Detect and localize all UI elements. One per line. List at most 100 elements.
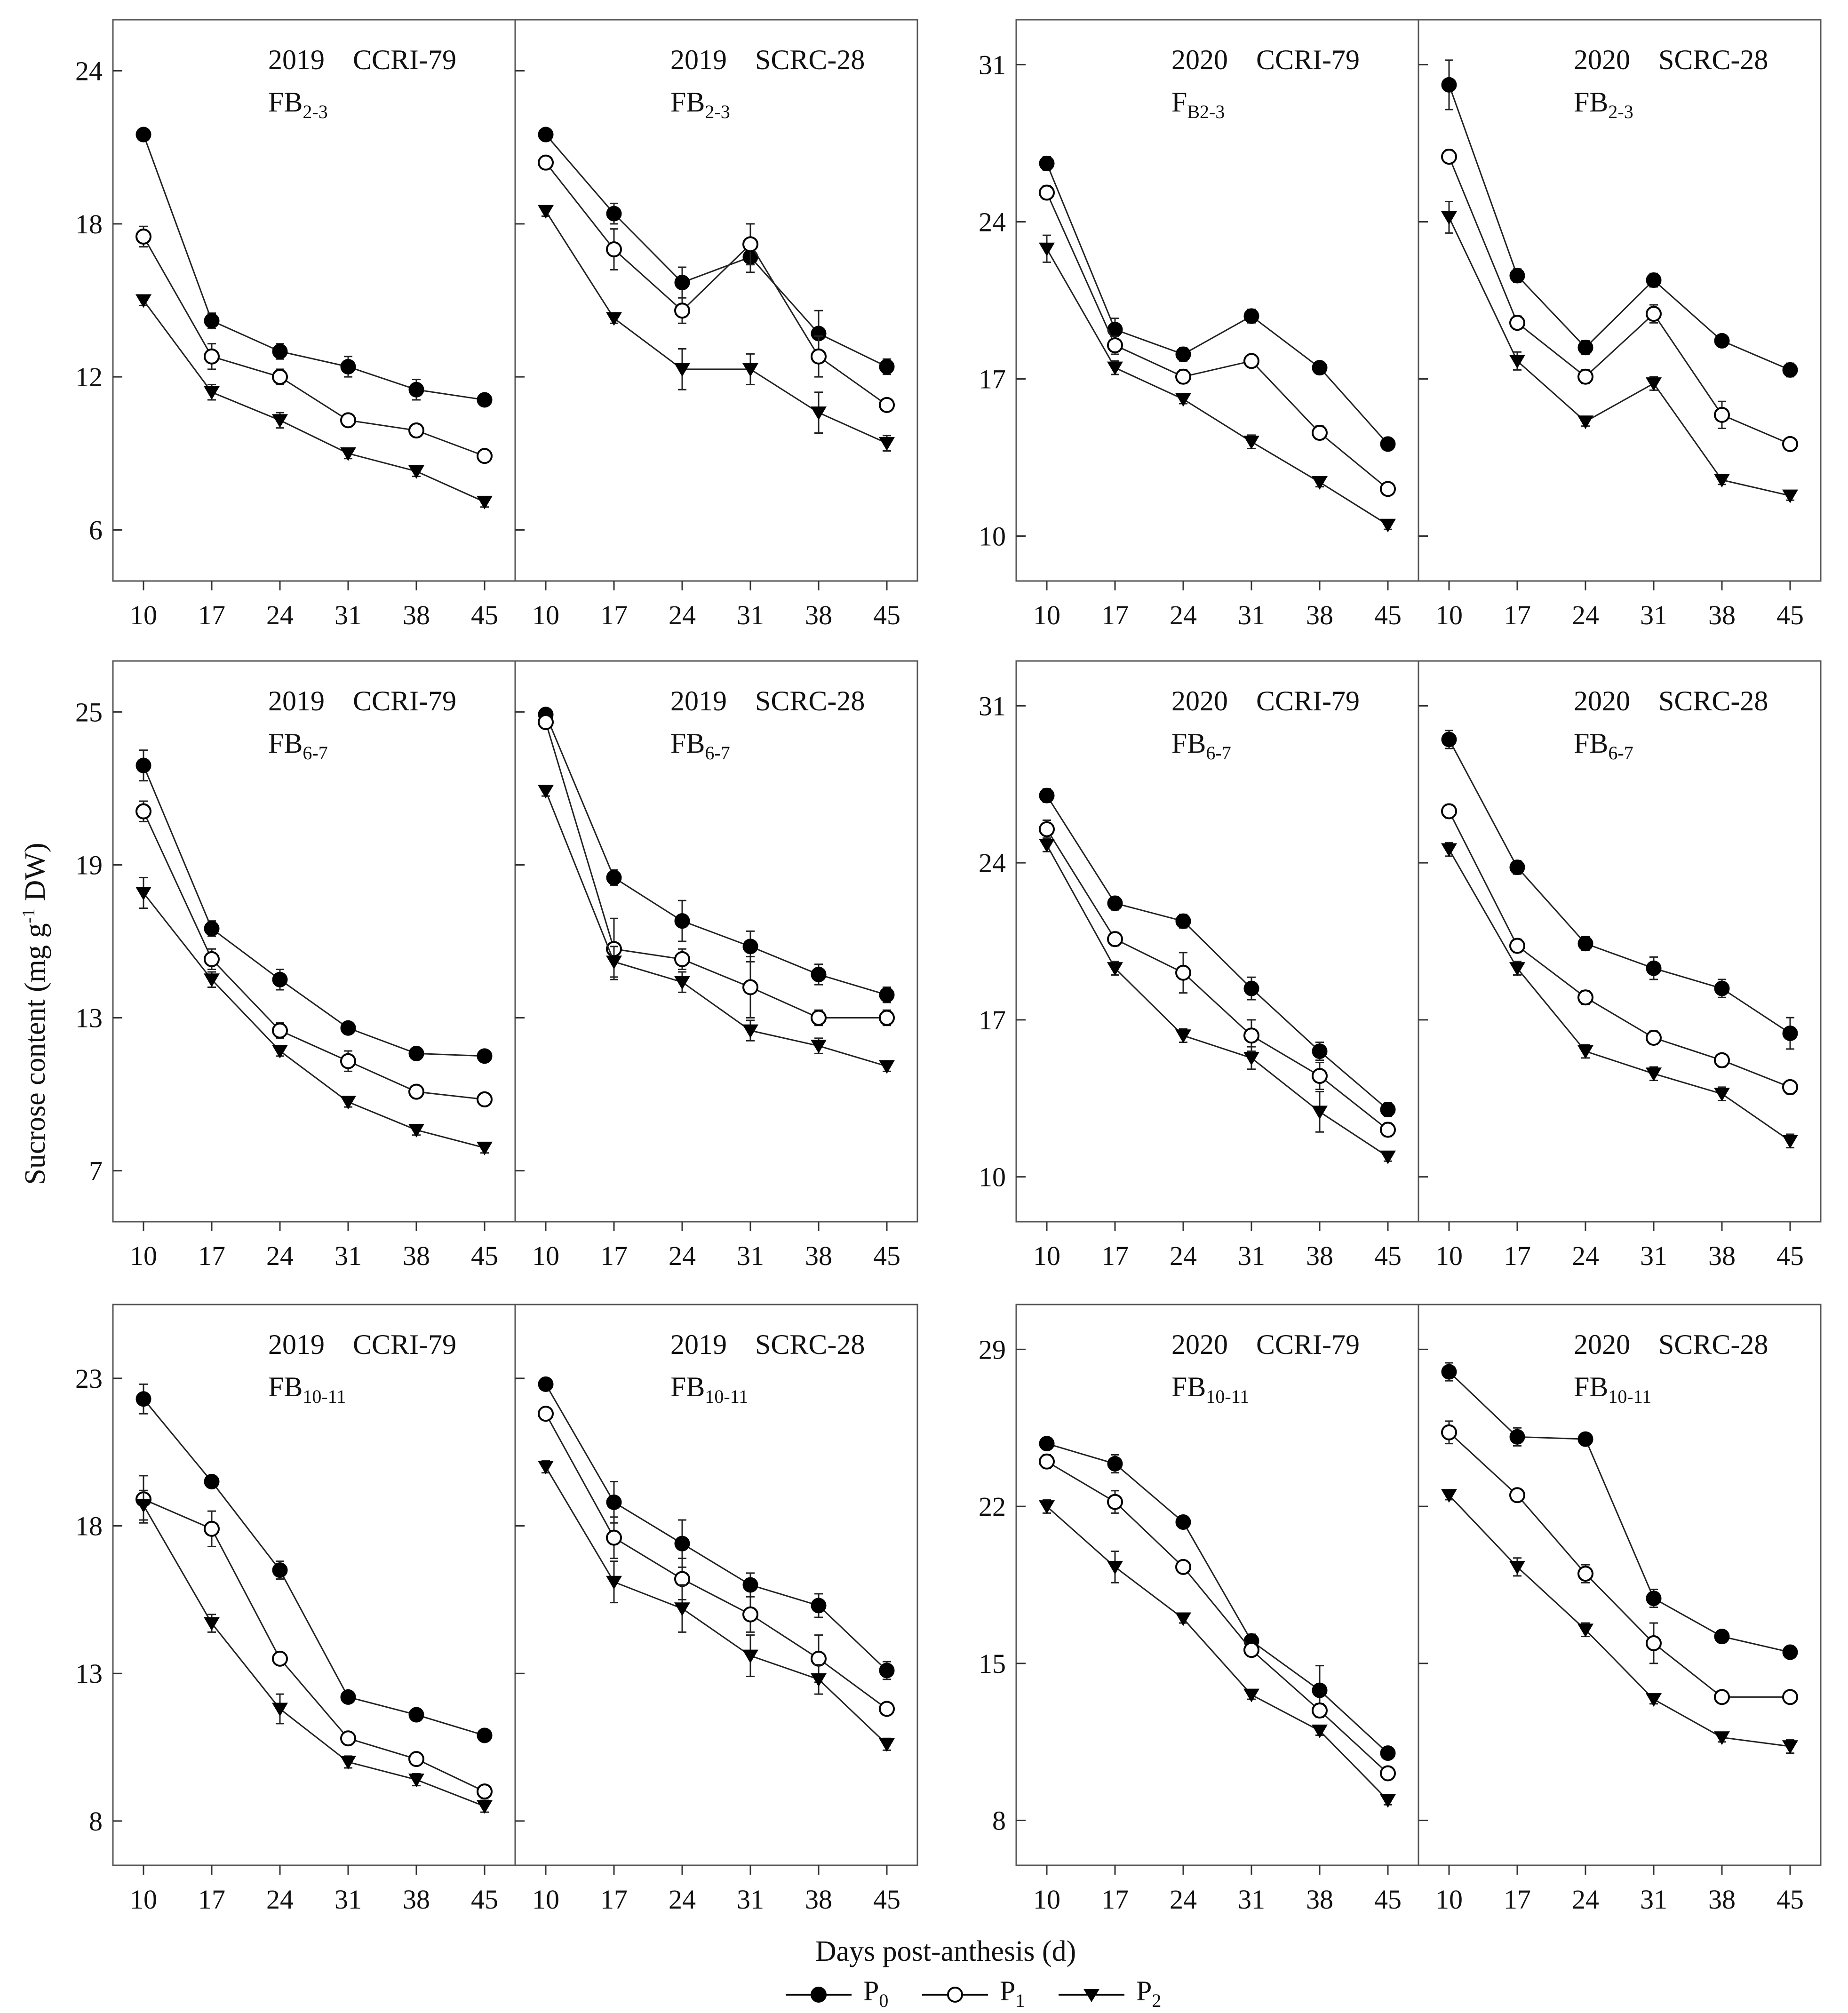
- x-tick-label: 24: [1170, 600, 1197, 630]
- point-p2: [1243, 1051, 1259, 1066]
- point-p2: [538, 1461, 554, 1475]
- point-p2: [1175, 1029, 1191, 1043]
- x-tick-label: 10: [130, 1884, 157, 1915]
- legend-label-p0-sub: 0: [879, 1990, 888, 2011]
- panel-3: 10 17 24 31 10 17 24 31 38 45 2020 CCRI-79 FB2-3: [979, 19, 1419, 630]
- panel-year: 2019: [268, 1329, 325, 1360]
- point-p2: [204, 386, 220, 400]
- y-tick-label: 18: [75, 209, 103, 239]
- legend-label-p1: P1: [1000, 1975, 1025, 2011]
- x-tick-label: 31: [1640, 600, 1667, 630]
- panel-position-base: FB: [670, 728, 705, 759]
- x-tick-label: 31: [335, 600, 362, 630]
- x-tick-label: 10: [532, 1241, 559, 1271]
- point-p2: [477, 1800, 493, 1814]
- x-tick-label: 38: [1708, 600, 1736, 630]
- point-p2: [1107, 1560, 1123, 1575]
- panel-position-sub: 6-7: [303, 742, 327, 764]
- point-p2: [1039, 242, 1055, 256]
- y-axis-title-main: Sucrose content (mg g: [19, 923, 51, 1185]
- panel-title: 2019 CCRI-79: [268, 1329, 456, 1360]
- point-p0: [135, 757, 151, 773]
- x-tick-label: 17: [1101, 1884, 1129, 1915]
- point-p2: [606, 312, 622, 326]
- x-tick-label: 31: [1640, 1241, 1667, 1271]
- panel-title: 2019 SCRC-28: [670, 685, 865, 716]
- panel-8: 10 17 24 31 38 45 2020 SCRC-28 FB6-7: [1418, 660, 1822, 1271]
- panel-year: 2019: [670, 1329, 727, 1360]
- legend: P0 P1 P2: [786, 1975, 1161, 2011]
- point-p2: [606, 955, 622, 970]
- series-line-p0: [545, 1384, 888, 1671]
- point-p2: [1782, 489, 1798, 503]
- panel-position-base: FB: [268, 1371, 303, 1402]
- point-p2: [1577, 415, 1593, 430]
- panel-cultivar: SCRC-28: [1658, 44, 1768, 75]
- point-p0: [879, 987, 895, 1003]
- panel-6: 10 17 24 31 38 45 2019 SCRC-28 FB6-7: [514, 660, 918, 1271]
- point-p1: [1577, 368, 1593, 385]
- point-p0: [1312, 1043, 1328, 1059]
- point-p1: [1509, 315, 1525, 331]
- point-p1: [538, 1406, 554, 1422]
- point-p2: [1441, 1489, 1457, 1503]
- point-p1: [340, 1053, 356, 1069]
- point-p1: [1039, 821, 1055, 837]
- panel-position-base: FB: [1171, 728, 1206, 759]
- y-tick-label: 10: [979, 521, 1006, 552]
- y-axis-title-end: DW): [19, 843, 51, 908]
- point-p2: [538, 785, 554, 799]
- panel-position-base: FB: [268, 87, 303, 118]
- series-line-p1: [545, 722, 887, 1019]
- point-p0: [272, 343, 288, 359]
- x-tick-label: 10: [532, 1884, 559, 1915]
- point-p1: [1646, 1030, 1662, 1046]
- panel-cultivar: CCRI-79: [353, 44, 456, 75]
- legend-item-p2: P2: [1059, 1975, 1161, 2011]
- point-p1: [1175, 368, 1191, 385]
- y-tick-label: 19: [75, 850, 103, 880]
- point-p2: [1039, 1500, 1055, 1514]
- x-tick-label: 38: [805, 1241, 832, 1271]
- point-p1: [1380, 1765, 1396, 1782]
- x-tick-label: 24: [669, 1884, 696, 1915]
- point-p2: [811, 1673, 827, 1687]
- x-tick-label: 45: [1374, 600, 1402, 630]
- point-p2: [408, 1123, 424, 1138]
- point-p0: [1175, 346, 1191, 362]
- x-axis-title: Days post-anthesis (d): [815, 1935, 1076, 1967]
- y-tick-label: 17: [979, 364, 1006, 395]
- x-tick-label: 17: [1101, 1241, 1129, 1271]
- point-p2: [1243, 1688, 1259, 1703]
- point-p1: [1441, 149, 1457, 165]
- x-tick-label: 10: [1435, 1241, 1463, 1271]
- x-tick-label: 31: [737, 1884, 764, 1915]
- point-p0: [674, 275, 690, 291]
- panel-position-label: FB2-3: [1574, 87, 1633, 122]
- point-p1: [408, 1751, 424, 1767]
- x-tick-label: 31: [1238, 1241, 1265, 1271]
- point-p0: [477, 1048, 493, 1064]
- series-line-p1: [1448, 156, 1791, 445]
- series-line-p1: [1448, 1432, 1790, 1698]
- point-p2: [606, 1575, 622, 1590]
- point-p1: [1039, 1453, 1055, 1470]
- series-line-p1: [545, 162, 887, 406]
- point-p0: [1646, 960, 1662, 976]
- point-p2: [1441, 843, 1457, 857]
- panel-year: 2019: [268, 44, 325, 75]
- point-p0: [1175, 1514, 1191, 1530]
- point-p2: [1509, 962, 1525, 976]
- point-p0: [1039, 155, 1055, 171]
- panel-year: 2019: [670, 44, 727, 75]
- point-p1: [1380, 481, 1396, 497]
- point-p0: [1380, 436, 1396, 452]
- point-p1: [1714, 1052, 1730, 1068]
- point-p2: [1312, 1724, 1328, 1738]
- x-tick-label: 31: [1238, 1884, 1265, 1915]
- point-p1: [811, 1010, 827, 1026]
- legend-label-p2-sub: 2: [1152, 1990, 1161, 2011]
- y-tick-label: 22: [979, 1491, 1006, 1522]
- point-p1: [1509, 1487, 1525, 1504]
